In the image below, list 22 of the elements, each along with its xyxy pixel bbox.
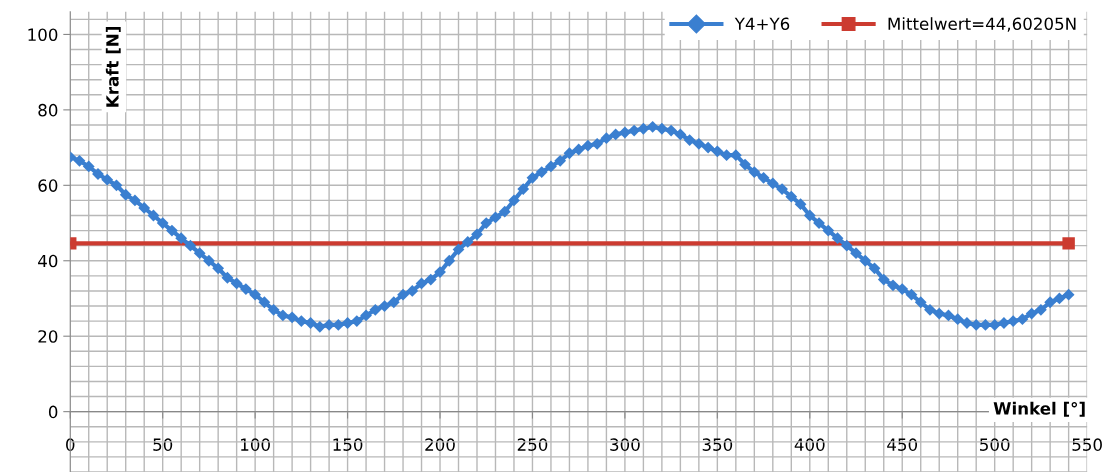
legend-label: Mittelwert=44,60205N	[888, 17, 1076, 32]
x-tick-label: 0	[66, 438, 75, 451]
legend-label: Y4+Y6	[734, 17, 790, 31]
x-tick-label: 200	[425, 438, 455, 451]
y-tick-label: 60	[38, 179, 58, 192]
x-tick-label: 350	[702, 438, 733, 451]
x-tick-label: 100	[241, 438, 270, 451]
y-tick-label: 40	[38, 254, 58, 268]
x-tick-label: 50	[153, 438, 173, 451]
x-tick-label: 400	[794, 438, 825, 451]
x-axis-title: Winkel [°]	[993, 401, 1085, 417]
y-axis-title: Kraft [N]	[105, 27, 121, 107]
y-tick-label: 0	[48, 405, 58, 419]
y-tick-label: 100	[28, 28, 58, 41]
y-tick-label: 20	[38, 330, 58, 343]
x-tick-label: 450	[887, 438, 918, 451]
y-tick-label: 80	[38, 103, 58, 117]
x-tick-label: 300	[610, 438, 640, 451]
x-tick-label: 150	[333, 438, 363, 451]
x-tick-label: 500	[980, 438, 1010, 451]
x-tick-label: 550	[1072, 438, 1102, 451]
x-tick-label: 250	[517, 438, 548, 451]
